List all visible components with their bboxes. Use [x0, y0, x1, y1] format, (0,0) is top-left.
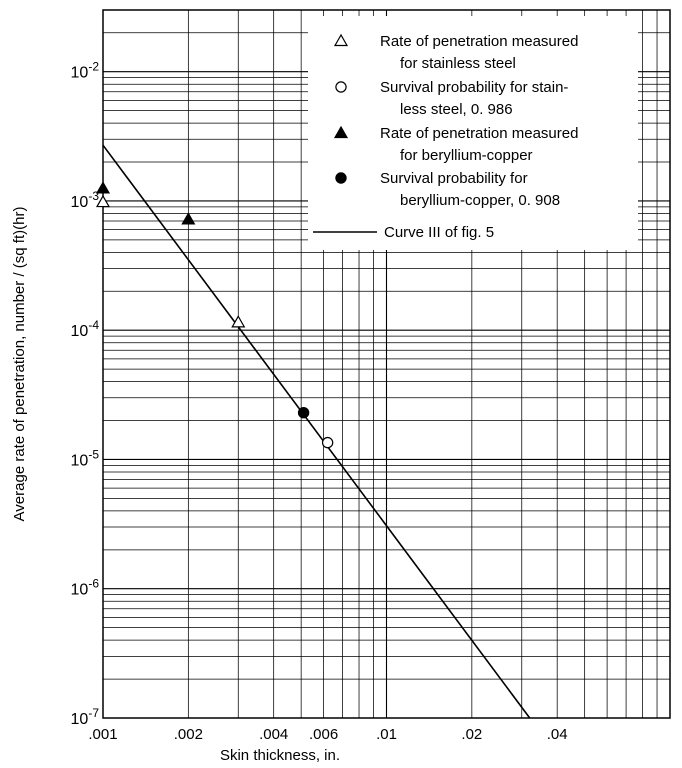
x-tick-label: .006	[309, 726, 338, 743]
x-axis-title: Skin thickness, in.	[220, 747, 340, 764]
legend-label: less steel, 0. 986	[400, 101, 513, 118]
plot-frame	[102, 9, 671, 719]
x-tick-label: .004	[259, 726, 288, 743]
legend-background	[308, 16, 638, 250]
x-tick-labels: .001 .002 .004 .006 .01 .02 .04	[88, 726, 567, 743]
legend-label: Survival probability for stain-	[380, 79, 568, 96]
y-axis-title: Average rate of penetration, number / (s…	[11, 207, 28, 522]
legend-label: Survival probability for	[380, 170, 528, 187]
x-tick-label: .02	[461, 726, 482, 743]
legend-marker-filled-triangle	[333, 125, 349, 139]
y-tick-label: 10-7	[71, 706, 100, 728]
legend-label: beryllium-copper, 0. 908	[400, 192, 560, 209]
x-tick-label: .002	[174, 726, 203, 743]
y-tick-label: 10-5	[71, 447, 100, 469]
data-point-open-circle	[321, 436, 334, 449]
legend-marker-open-circle	[335, 81, 347, 93]
curve-iii-line	[102, 144, 531, 719]
curve-layer	[102, 144, 531, 719]
legend-marker-open-triangle	[333, 33, 349, 47]
y-tick-label: 10-6	[71, 577, 100, 599]
legend-label: Rate of penetration measured	[380, 33, 578, 50]
legend-label: Rate of penetration measured	[380, 125, 578, 142]
x-tick-label: .01	[376, 726, 397, 743]
data-point-filled-circle	[297, 407, 310, 419]
legend-label: for beryllium-copper	[400, 147, 533, 164]
y-tick-label: 10-3	[71, 189, 100, 211]
data-point-open-triangle	[95, 194, 111, 208]
legend-label: for stainless steel	[400, 55, 516, 72]
legend: Rate of penetration measured for stainles…	[308, 16, 638, 250]
marker-layer	[95, 181, 334, 449]
x-tick-label: .04	[547, 726, 568, 743]
legend-marker-filled-circle	[335, 172, 347, 184]
y-tick-label: 10-2	[71, 60, 100, 82]
data-point-filled-triangle	[181, 212, 196, 225]
y-tick-label: 10-4	[71, 318, 100, 340]
data-point-filled-triangle	[95, 181, 111, 194]
y-tick-labels: 10-7 10-6 10-5 10-4 10-3 10-2	[71, 60, 100, 728]
x-tick-label: .001	[88, 726, 117, 743]
legend-label: Curve III of fig. 5	[384, 224, 494, 241]
data-point-open-triangle	[231, 315, 246, 328]
